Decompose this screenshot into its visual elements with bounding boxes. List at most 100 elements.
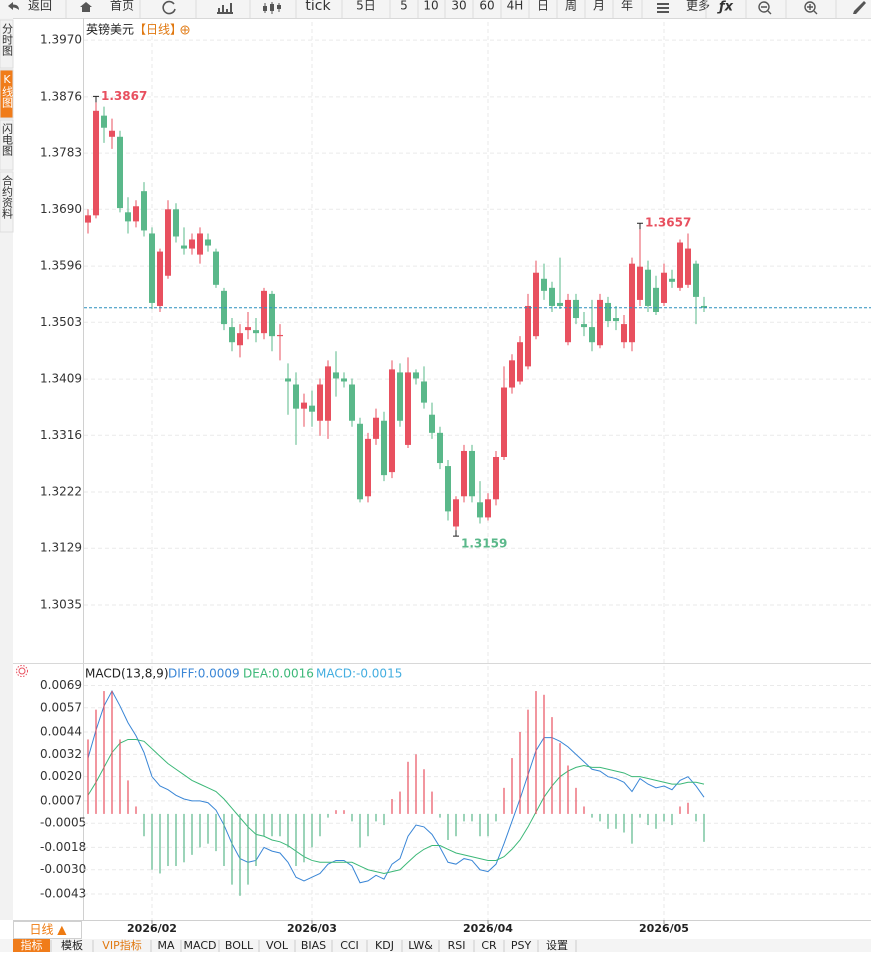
extreme-label: 1.3159 [461, 537, 507, 551]
bottom-tab[interactable]: RSI [448, 939, 466, 952]
toolbar-button[interactable]: 5 [400, 0, 408, 13]
candle-body [125, 212, 131, 222]
candle-body [501, 387, 507, 457]
candle-body [181, 245, 187, 249]
zoom-out-icon[interactable] [758, 1, 770, 13]
period-tab-box[interactable] [13, 921, 82, 939]
candle-body [213, 251, 219, 285]
candle-body [149, 233, 155, 303]
candle-icon-body[interactable] [263, 4, 281, 11]
y-tick-label: 0.0044 [40, 725, 82, 739]
toolbar-button[interactable]: 10 [423, 0, 438, 13]
candle-body [253, 330, 259, 334]
add-icon[interactable] [180, 25, 190, 35]
bottom-tab[interactable]: MACD [184, 939, 217, 952]
side-tab[interactable]: 合约资料 [1, 174, 14, 220]
macd-settings-icon[interactable] [16, 665, 28, 677]
candle-body [141, 191, 147, 231]
toolbar-button[interactable]: 30 [451, 0, 466, 13]
toolbar-button[interactable]: 返回 [28, 0, 52, 13]
candle-body [589, 327, 595, 343]
candle-body [117, 136, 123, 209]
bottom-tab[interactable]: 指标 [21, 938, 43, 952]
toolbar-button[interactable]: 60 [479, 0, 494, 13]
legend-entry: MACD:-0.0015 [316, 667, 402, 681]
fx-icon[interactable]: ƒx [717, 0, 734, 15]
x-tick-label: 2026/02 [127, 922, 177, 935]
bottom-tab-box[interactable] [13, 939, 50, 952]
side-tab-box[interactable] [0, 119, 14, 171]
bottom-tab[interactable]: BOLL [225, 939, 254, 952]
toolbar-button[interactable]: 日 [537, 0, 549, 13]
toolbar-button[interactable]: tick [305, 0, 331, 14]
candle-body [541, 278, 547, 291]
candle-body [517, 342, 523, 382]
refresh-icon[interactable] [162, 0, 176, 15]
candle-body [229, 327, 235, 343]
side-tab[interactable]: 分时图 [1, 23, 14, 57]
candle-body [597, 299, 603, 346]
candle-body [389, 369, 395, 473]
side-tab[interactable]: K线图 [1, 73, 14, 109]
bottom-tab[interactable]: 设置 [546, 939, 568, 952]
bottom-tab[interactable]: 模板 [61, 938, 83, 952]
bottom-tab[interactable]: CR [481, 939, 497, 952]
candle-body [565, 299, 571, 343]
zoom-in-icon[interactable] [804, 1, 816, 13]
candle-body [581, 324, 587, 328]
candle-body [461, 450, 467, 497]
legend-entry: DIFF:0.0009 [168, 667, 240, 681]
side-tab-box[interactable] [0, 171, 14, 233]
toolbar-button[interactable]: 首页 [110, 0, 134, 13]
side-tab-box[interactable] [0, 19, 14, 69]
zoom-out-mark [761, 6, 772, 15]
extreme-marker [637, 222, 643, 230]
bottom-tab[interactable]: MA [157, 939, 174, 952]
icon [18, 667, 26, 675]
toolbar-button[interactable]: 周 [565, 0, 577, 13]
y-tick-label: 1.3876 [40, 89, 82, 103]
pen-icon[interactable] [853, 1, 866, 14]
toolbar-button[interactable]: 年 [621, 0, 633, 13]
toolbar-button[interactable]: 5日 [356, 0, 376, 13]
extreme-marker [453, 530, 459, 537]
toolbar-button[interactable]: 月 [593, 0, 605, 13]
toolbar-button[interactable]: 4H [507, 0, 524, 13]
menu-icon[interactable] [657, 3, 669, 13]
y-tick-label: 1.3970 [40, 33, 82, 47]
period-tab[interactable]: 日线 ▲ [29, 923, 67, 937]
home-icon[interactable] [80, 2, 92, 12]
y-tick-label: 0.0057 [40, 700, 82, 714]
candle-body [405, 372, 411, 445]
candle-body [701, 305, 707, 308]
macd-title: MACD(13,8,9) [85, 667, 169, 681]
bottom-tab[interactable]: VIP指标 [102, 938, 141, 952]
x-tick-label: 2026/05 [639, 922, 689, 935]
candle-body [533, 272, 539, 337]
bottom-tabs [0, 939, 871, 952]
bottom-tab[interactable]: CCI [340, 939, 359, 952]
candle-body [525, 305, 531, 367]
toolbar-button[interactable]: 更多 [686, 0, 710, 13]
candle-body [237, 333, 243, 346]
side-tab-box[interactable] [0, 69, 14, 119]
side-tab[interactable]: 闪电图 [1, 122, 14, 157]
macd-line [87, 690, 705, 884]
chart-title: 英镑美元 [86, 22, 134, 37]
candle-body [509, 360, 515, 388]
bottom-tab[interactable]: KDJ [375, 939, 394, 952]
candle-body [101, 115, 107, 128]
bottom-tab[interactable]: PSY [511, 939, 532, 952]
side-bar [0, 18, 13, 920]
back-icon[interactable] [8, 2, 19, 10]
bottom-tab[interactable]: VOL [266, 939, 289, 952]
bars-icon[interactable] [217, 3, 233, 14]
candle-body [445, 466, 451, 512]
y-tick-label: 1.3503 [40, 315, 82, 329]
bottom-tab[interactable]: LW& [408, 939, 433, 952]
candle-body [173, 209, 179, 237]
bottom-tab[interactable]: BIAS [301, 939, 326, 952]
candle-body [133, 206, 139, 222]
candle-body [269, 293, 275, 337]
candle-body [685, 248, 691, 285]
